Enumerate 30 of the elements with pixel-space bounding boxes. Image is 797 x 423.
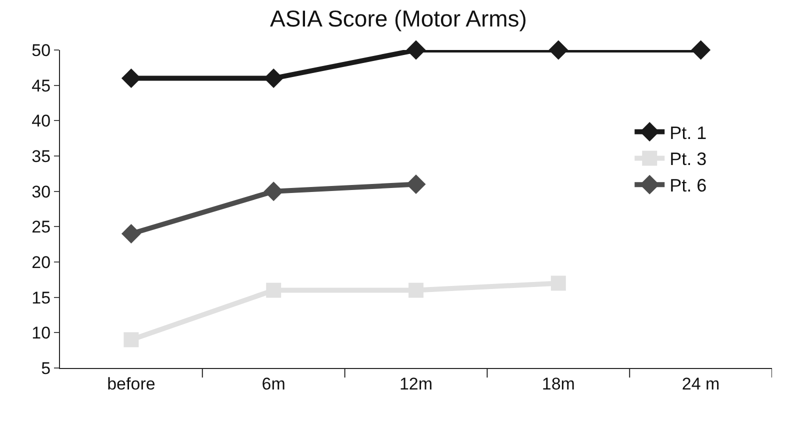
y-tick-label: 40 — [32, 112, 51, 131]
legend-label: Pt. 3 — [670, 149, 707, 170]
y-tick-label: 25 — [32, 218, 51, 237]
point — [124, 332, 139, 348]
point — [550, 276, 566, 291]
point — [548, 40, 568, 60]
x-tick-label: 18m — [542, 374, 575, 394]
y-tick-label: 10 — [32, 324, 51, 343]
y-tick-label: 15 — [32, 288, 51, 308]
x-tick-label: 12m — [399, 374, 433, 394]
point — [406, 40, 426, 60]
chart-title: ASIA Score (Motor Arms) — [270, 6, 527, 32]
point — [408, 282, 424, 298]
point — [121, 224, 141, 244]
y-tick-label: 45 — [32, 76, 51, 96]
y-tick-label: 20 — [32, 252, 51, 272]
point — [264, 182, 284, 202]
legend-label: Pt. 1 — [670, 122, 707, 143]
point — [266, 282, 282, 298]
y-tick-label: 5 — [41, 358, 51, 378]
y-tick-label: 50 — [32, 40, 51, 60]
point — [691, 40, 711, 60]
x-tick-label: 24 m — [682, 374, 720, 394]
y-tick-label: 30 — [32, 182, 51, 202]
point — [406, 174, 426, 194]
y-tick-label: 35 — [32, 146, 51, 166]
x-tick-label: 6m — [262, 374, 286, 394]
point — [121, 68, 141, 88]
legend-label: Pt. 6 — [670, 176, 707, 196]
x-tick-label: before — [107, 374, 156, 394]
